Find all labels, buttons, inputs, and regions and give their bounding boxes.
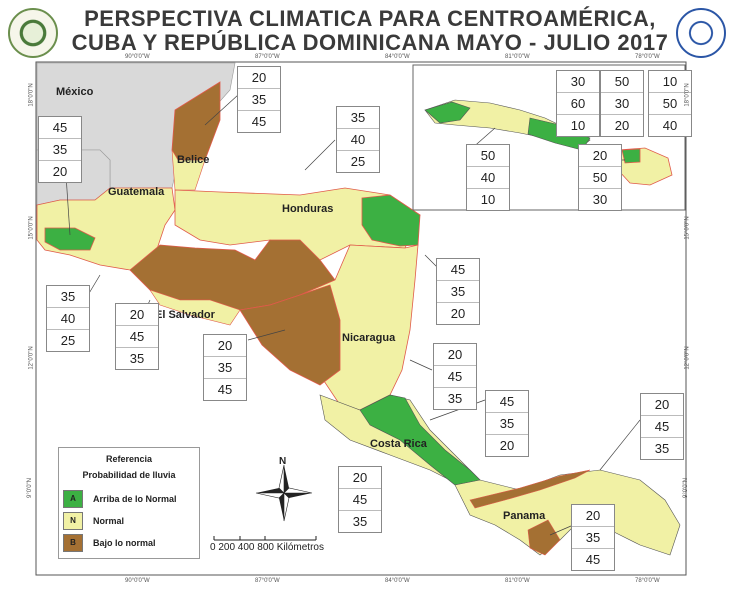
legend-item-below: B Bajo lo normal [59, 532, 199, 554]
scale-bar [213, 536, 317, 541]
dominican-republic-above-normal [621, 148, 641, 164]
map-title-line1: PERSPECTIVA CLIMATICA PARA CENTROAMÉRICA… [84, 6, 656, 31]
country-label-honduras: Honduras [282, 203, 334, 215]
coord-top-5: 78°0'0"W [635, 54, 660, 60]
country-label-mexico: México [56, 86, 94, 98]
legend-label-below: Bajo lo normal [93, 538, 156, 548]
prob-box-costa-rica-pacific: 20 45 35 [338, 466, 382, 533]
nicaragua-below-normal-area [239, 284, 341, 386]
prob-box-nicaragua-pacific: 20 35 45 [203, 334, 247, 401]
legend-title: Referencia [105, 454, 153, 464]
legend-label-normal: Normal [93, 516, 125, 526]
guatemala-above-normal-area [44, 227, 96, 251]
prob-box-guatemala-south: 35 40 25 [46, 285, 90, 352]
el-salvador-normal-area [149, 289, 241, 326]
prob-box-dominican-south: 20 50 30 [578, 144, 622, 211]
legend-item-above: A Arriba de lo Normal [59, 488, 199, 510]
prob-box-cuba-east: 50 30 20 [600, 70, 644, 137]
prob-box-guatemala-pacific: 45 35 20 [38, 116, 82, 183]
crrh-logo [8, 8, 58, 58]
prob-box-nicaragua-caribbean: 20 45 35 [433, 343, 477, 410]
sica-logo [676, 8, 726, 58]
coord-bottom-4: 81°0'0"W [505, 578, 530, 584]
prob-box-honduras-caribbean: 45 35 20 [436, 258, 480, 325]
legend: Referencia Probabilidad de lluvia A Arri… [58, 447, 200, 559]
panama-below-normal-area [527, 519, 561, 556]
legend-subtitle: Probabilidad de lluvia [82, 470, 176, 480]
country-label-el-salvador: El Salvador [155, 309, 215, 321]
coord-right-3: 12°0'0"N [684, 346, 691, 370]
coord-left-4: 9°0'0"N [27, 477, 34, 499]
coord-right-1: 18°0'0"N [684, 83, 691, 107]
country-label-costa-rica: Costa Rica [370, 438, 427, 450]
prob-box-panama-east: 20 45 35 [640, 393, 684, 460]
country-label-guatemala: Guatemala [108, 186, 165, 198]
costa-rica-above-normal-area [359, 394, 481, 486]
panama-below-normal-strip [469, 469, 591, 509]
coord-top-4: 81°0'0"W [505, 54, 530, 60]
coord-top-3: 84°0'0"W [385, 54, 410, 60]
country-label-belice: Belice [177, 154, 210, 166]
legend-swatch-above: A [63, 490, 83, 508]
coord-top-1: 90°0'0"W [125, 54, 150, 60]
honduras-above-normal-area [361, 194, 421, 247]
coord-bottom-2: 87°0'0"W [255, 578, 280, 584]
cuba-west-above-normal [424, 101, 471, 124]
country-label-panama: Panama [503, 510, 546, 522]
belice-normal-area [171, 149, 206, 191]
legend-swatch-normal: N [63, 512, 83, 530]
prob-box-honduras-north: 35 40 25 [336, 106, 380, 173]
prob-box-cuba-west: 50 40 10 [466, 144, 510, 211]
coord-top-2: 87°0'0"W [255, 54, 280, 60]
prob-box-panama-south: 20 35 45 [571, 504, 615, 571]
coord-right-2: 15°0'0"N [684, 216, 691, 240]
prob-box-belice: 20 35 45 [237, 66, 281, 133]
coord-left-2: 15°0'0"N [28, 216, 35, 240]
map-title-line2: CUBA Y REPÚBLICA DOMINICANA MAYO - JULIO… [71, 30, 669, 55]
prob-box-el-salvador: 20 45 35 [115, 303, 159, 370]
prob-box-dominican-north: 10 50 40 [648, 70, 692, 137]
north-arrow [255, 464, 313, 522]
country-label-nicaragua: Nicaragua [342, 332, 396, 344]
coord-bottom-3: 84°0'0"W [385, 578, 410, 584]
legend-item-normal: N Normal [59, 510, 199, 532]
coord-left-1: 18°0'0"N [28, 83, 35, 107]
coord-right-4: 9°0'0"N [683, 477, 690, 499]
compass-north-label: N [279, 456, 287, 467]
scale-bar-label: 0 200 400 800 Kilómetros [210, 542, 324, 553]
legend-label-above: Arriba de lo Normal [93, 494, 177, 504]
coord-bottom-1: 90°0'0"W [125, 578, 150, 584]
prob-box-cuba-west-center: 30 60 10 [556, 70, 600, 137]
coord-bottom-5: 78°0'0"W [635, 578, 660, 584]
coord-left-3: 12°0'0"N [28, 346, 35, 370]
legend-swatch-below: B [63, 534, 83, 552]
prob-box-costa-rica-caribbean: 45 35 20 [485, 390, 529, 457]
